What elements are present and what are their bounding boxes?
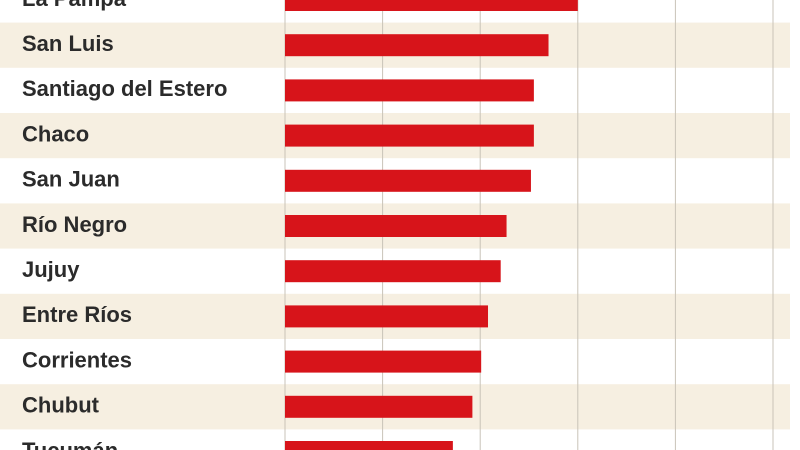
bar (285, 0, 578, 11)
category-label: La Pampa (22, 0, 127, 11)
bar (285, 79, 534, 102)
category-label: Chubut (22, 393, 100, 418)
bar (285, 305, 489, 328)
category-label: Jujuy (22, 257, 80, 282)
bar (285, 34, 549, 57)
bar (285, 395, 473, 418)
category-label: Río Negro (22, 212, 127, 237)
category-label: Entre Ríos (22, 302, 132, 327)
bar (285, 124, 534, 147)
bar (285, 441, 453, 450)
category-label: San Juan (22, 167, 120, 192)
bar (285, 169, 531, 192)
category-label: San Luis (22, 31, 114, 56)
bar (285, 260, 501, 283)
bar (285, 350, 482, 373)
category-label: Tucumán (22, 438, 118, 450)
category-label: Chaco (22, 121, 89, 146)
bar (285, 215, 507, 237)
category-label: Santiago del Estero (22, 76, 227, 101)
category-label: Corrientes (22, 347, 132, 372)
